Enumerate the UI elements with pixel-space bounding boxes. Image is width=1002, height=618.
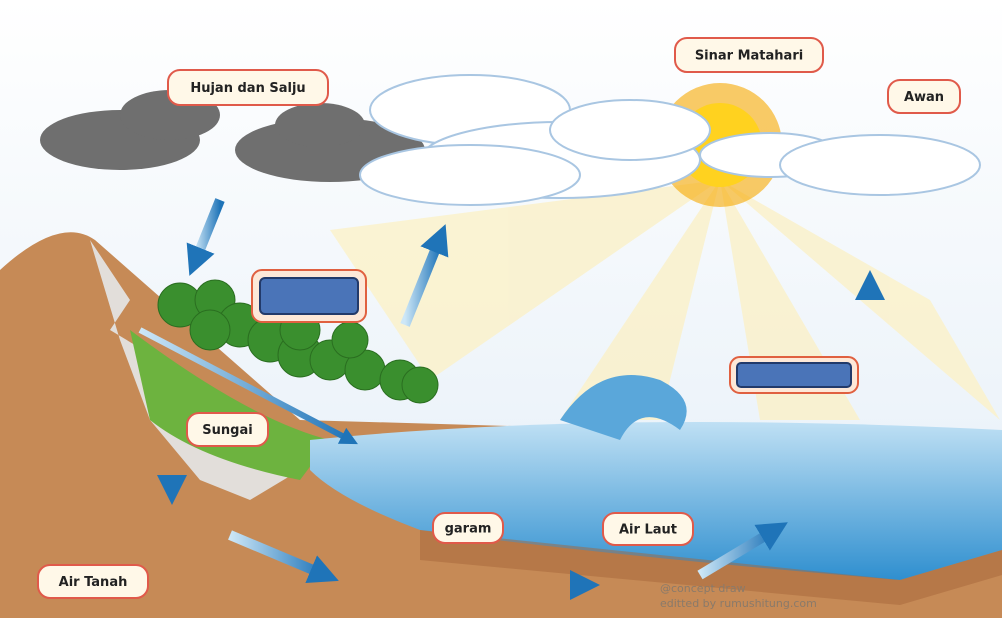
label: Sungai <box>202 423 252 438</box>
label: Sinar Matahari <box>695 49 803 64</box>
label: Awan <box>904 90 944 105</box>
label: Hujan dan Salju <box>190 81 305 96</box>
label: Air Laut <box>619 523 677 538</box>
watermark: @concept draw <box>660 582 746 595</box>
label: garam <box>445 522 492 537</box>
page: @concept draw editted by rumushitung.com… <box>0 0 1002 618</box>
watermark: editted by rumushitung.com <box>660 597 817 610</box>
label: Air Tanah <box>59 575 128 590</box>
blank-box-fill <box>737 363 851 387</box>
blank-box-fill <box>260 278 358 314</box>
water-cycle-diagram: @concept draw editted by rumushitung.com… <box>0 0 1002 618</box>
